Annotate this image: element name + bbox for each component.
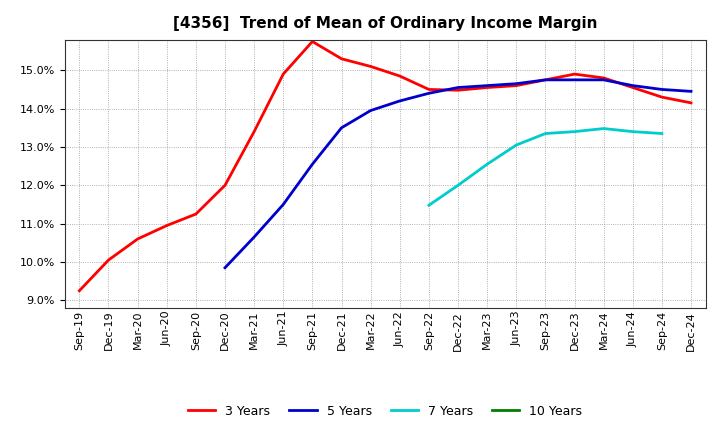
3 Years <box>279 71 287 77</box>
3 Years <box>366 64 375 69</box>
5 Years <box>308 161 317 167</box>
7 Years <box>454 183 462 188</box>
7 Years <box>512 143 521 148</box>
3 Years <box>541 77 550 83</box>
5 Years <box>454 85 462 90</box>
5 Years <box>687 89 696 94</box>
3 Years <box>104 257 113 263</box>
5 Years <box>337 125 346 130</box>
3 Years <box>570 71 579 77</box>
3 Years <box>657 95 666 100</box>
3 Years <box>133 236 142 242</box>
Title: [4356]  Trend of Mean of Ordinary Income Margin: [4356] Trend of Mean of Ordinary Income … <box>173 16 598 32</box>
7 Years <box>657 131 666 136</box>
3 Years <box>454 88 462 93</box>
5 Years <box>279 202 287 207</box>
3 Years <box>192 211 200 216</box>
3 Years <box>163 223 171 228</box>
7 Years <box>599 126 608 131</box>
7 Years <box>541 131 550 136</box>
3 Years <box>425 87 433 92</box>
3 Years <box>599 75 608 81</box>
5 Years <box>250 235 258 240</box>
3 Years <box>629 85 637 90</box>
5 Years <box>541 77 550 83</box>
5 Years <box>220 265 229 270</box>
3 Years <box>75 288 84 293</box>
5 Years <box>570 77 579 83</box>
3 Years <box>483 85 492 90</box>
Line: 3 Years: 3 Years <box>79 41 691 291</box>
7 Years <box>483 161 492 167</box>
3 Years <box>308 39 317 44</box>
3 Years <box>250 129 258 134</box>
5 Years <box>395 98 404 103</box>
5 Years <box>657 87 666 92</box>
3 Years <box>687 100 696 106</box>
Line: 5 Years: 5 Years <box>225 80 691 268</box>
5 Years <box>483 83 492 88</box>
7 Years <box>570 129 579 134</box>
3 Years <box>337 56 346 62</box>
3 Years <box>395 73 404 79</box>
Legend: 3 Years, 5 Years, 7 Years, 10 Years: 3 Years, 5 Years, 7 Years, 10 Years <box>183 400 588 423</box>
7 Years <box>425 202 433 208</box>
3 Years <box>512 83 521 88</box>
5 Years <box>366 108 375 113</box>
5 Years <box>512 81 521 86</box>
3 Years <box>220 183 229 188</box>
7 Years <box>629 129 637 134</box>
5 Years <box>425 91 433 96</box>
5 Years <box>599 77 608 83</box>
5 Years <box>629 83 637 88</box>
Line: 7 Years: 7 Years <box>429 128 662 205</box>
